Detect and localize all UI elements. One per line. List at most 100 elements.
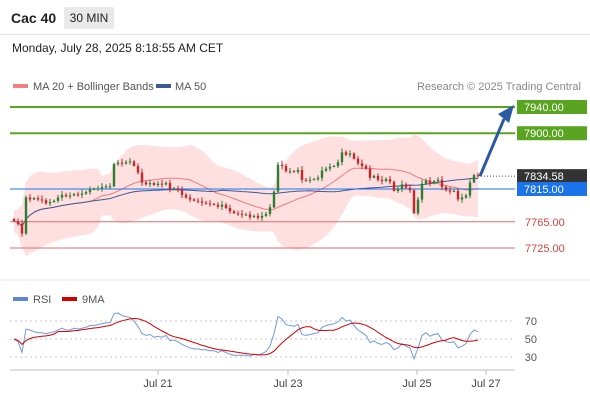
candle-body	[104, 186, 108, 188]
candle-body	[164, 183, 168, 185]
candle-body	[432, 181, 436, 184]
candle-body	[32, 198, 36, 200]
instrument-title: Cac 40	[11, 10, 57, 26]
candle-body	[408, 187, 412, 191]
candle-body	[372, 175, 376, 178]
candle-body	[436, 179, 440, 182]
candle-body	[200, 201, 204, 203]
x-tick-label: Jul 23	[273, 378, 302, 390]
candle-body	[112, 164, 116, 187]
rsi-ma-legend-label: 9MA	[82, 294, 105, 306]
candle-body	[72, 194, 76, 196]
candle-body	[460, 197, 464, 200]
candle-body	[456, 190, 460, 200]
candle-body	[364, 166, 368, 169]
candle-body	[344, 152, 348, 155]
x-axis: Jul 21 Jul 23 Jul 25 Jul 27	[143, 370, 501, 390]
candle-body	[240, 213, 244, 215]
candle-body	[204, 202, 208, 204]
rsi-tick-label: 30	[525, 352, 537, 364]
candle-body	[356, 158, 360, 164]
candle-body	[420, 183, 424, 200]
candle-body	[448, 190, 452, 192]
candle-body	[348, 153, 352, 155]
timestamp: Monday, July 28, 2025 8:18:55 AM CET	[12, 41, 224, 55]
candle-body	[80, 193, 84, 195]
candle-body	[28, 197, 32, 200]
candle-body	[168, 183, 172, 190]
candle-body	[188, 197, 192, 200]
candle-body	[152, 183, 156, 186]
candle-body	[328, 166, 332, 169]
candle-body	[196, 200, 200, 202]
candle-body	[360, 163, 364, 167]
candle-body	[116, 162, 120, 165]
candle-body	[68, 195, 72, 197]
candle-body	[248, 214, 252, 218]
candle-body	[416, 199, 420, 214]
candle-body	[24, 197, 28, 234]
resistance-level-label: 7900.00	[524, 128, 564, 140]
header-bar: Cac 40 30 MIN	[0, 0, 590, 35]
timeframe-button[interactable]: 30 MIN	[64, 7, 114, 29]
candlesticks	[12, 148, 480, 237]
candle-body	[208, 203, 212, 205]
ma50-legend-label: MA 50	[175, 81, 206, 93]
candle-body	[84, 192, 88, 194]
support-level-label: 7725.00	[525, 243, 565, 255]
candle-body	[280, 164, 284, 167]
candle-body	[88, 189, 92, 193]
candle-body	[40, 199, 44, 201]
candle-body	[172, 188, 176, 190]
candle-body	[316, 177, 320, 180]
candle-body	[272, 191, 276, 208]
candle-body	[388, 179, 392, 182]
candle-body	[180, 190, 184, 195]
candle-body	[376, 175, 380, 180]
candle-body	[44, 200, 48, 204]
candle-body	[140, 172, 144, 183]
candle-body	[184, 194, 188, 198]
candle-body	[100, 187, 104, 189]
candle-body	[300, 169, 304, 180]
candle-body	[56, 197, 60, 201]
candle-body	[192, 199, 196, 201]
candle-body	[260, 215, 264, 218]
candle-body	[268, 207, 272, 214]
rsi-line	[13, 312, 479, 361]
resistance-level-tag	[517, 126, 587, 141]
candle-body	[16, 221, 20, 224]
candle-body	[120, 162, 124, 164]
ma50-line	[13, 177, 479, 227]
candle-body	[132, 161, 136, 167]
candle-body	[288, 171, 292, 173]
candle-body	[368, 168, 372, 178]
price-levels	[10, 106, 515, 249]
resistance-level-label: 7940.00	[524, 102, 564, 114]
candle-body	[340, 152, 344, 163]
candle-body	[352, 153, 356, 159]
candle-body	[232, 211, 236, 214]
candle-body	[128, 161, 132, 163]
credit-text: Research © 2025 Trading Central	[417, 81, 581, 93]
candle-body	[308, 179, 312, 181]
candle-body	[332, 166, 336, 168]
candle-body	[212, 204, 216, 206]
candle-body	[384, 179, 388, 182]
bollinger-legend-swatch	[13, 84, 28, 88]
candle-body	[400, 184, 404, 189]
candle-body	[136, 166, 140, 173]
candle-body	[92, 188, 96, 190]
candle-body	[464, 195, 468, 198]
candle-body	[236, 213, 240, 215]
candle-body	[296, 169, 300, 172]
current-price-label: 7834.58	[524, 171, 564, 183]
candle-body	[380, 179, 384, 182]
x-tick-label: Jul 21	[143, 378, 172, 390]
candle-body	[444, 187, 448, 191]
candle-body	[220, 204, 224, 207]
pivot-level-tag	[517, 181, 587, 196]
candle-body	[276, 164, 280, 192]
candle-body	[440, 179, 444, 188]
candle-body	[108, 186, 112, 188]
